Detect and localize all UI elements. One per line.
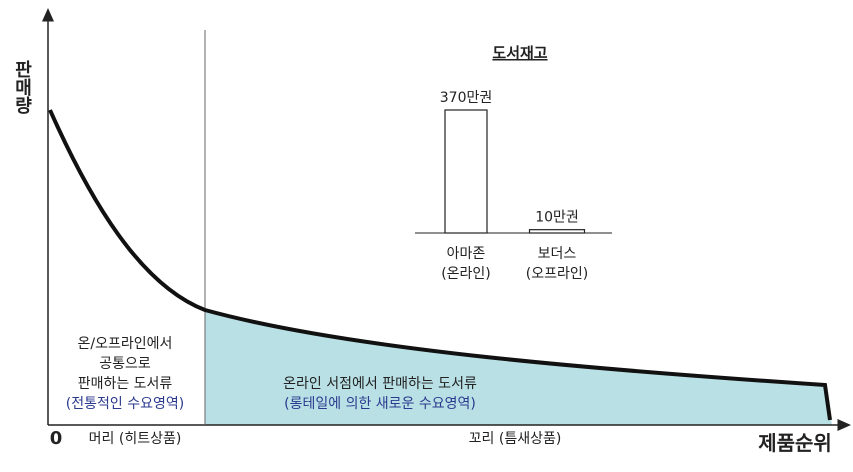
head-text: 판매하는 도서류 [78, 376, 173, 392]
head-label: 머리 (히트상품) [89, 431, 182, 447]
demand-curve [48, 109, 832, 421]
category-label: 아마존 (온라인) [441, 246, 491, 282]
value-label: 10만권 [535, 210, 579, 226]
tail-text: 온라인 서점에서 판매하는 도서류 [283, 376, 477, 392]
tail-note: (롱테일에 의한 새로운 수요영역) [284, 396, 476, 412]
value-label: 370만권 [440, 90, 492, 106]
x-axis-label: 제품순위 [758, 431, 832, 455]
head-text: 공통으로 [99, 356, 151, 372]
origin-label: 0 [50, 428, 63, 449]
inset-title: 도서재고 [492, 44, 547, 62]
head-text: 온/오프라인에서 [78, 336, 173, 352]
bar [528, 229, 586, 234]
y-axis-label: 판매량 [12, 60, 33, 115]
head-note: (전통적인 수요영역) [66, 396, 184, 412]
category-label: 보더스 (오프라인) [526, 246, 588, 282]
tail-label: 꼬리 (틈새상품) [469, 431, 562, 447]
tail-area [205, 310, 832, 425]
bar [444, 109, 488, 234]
